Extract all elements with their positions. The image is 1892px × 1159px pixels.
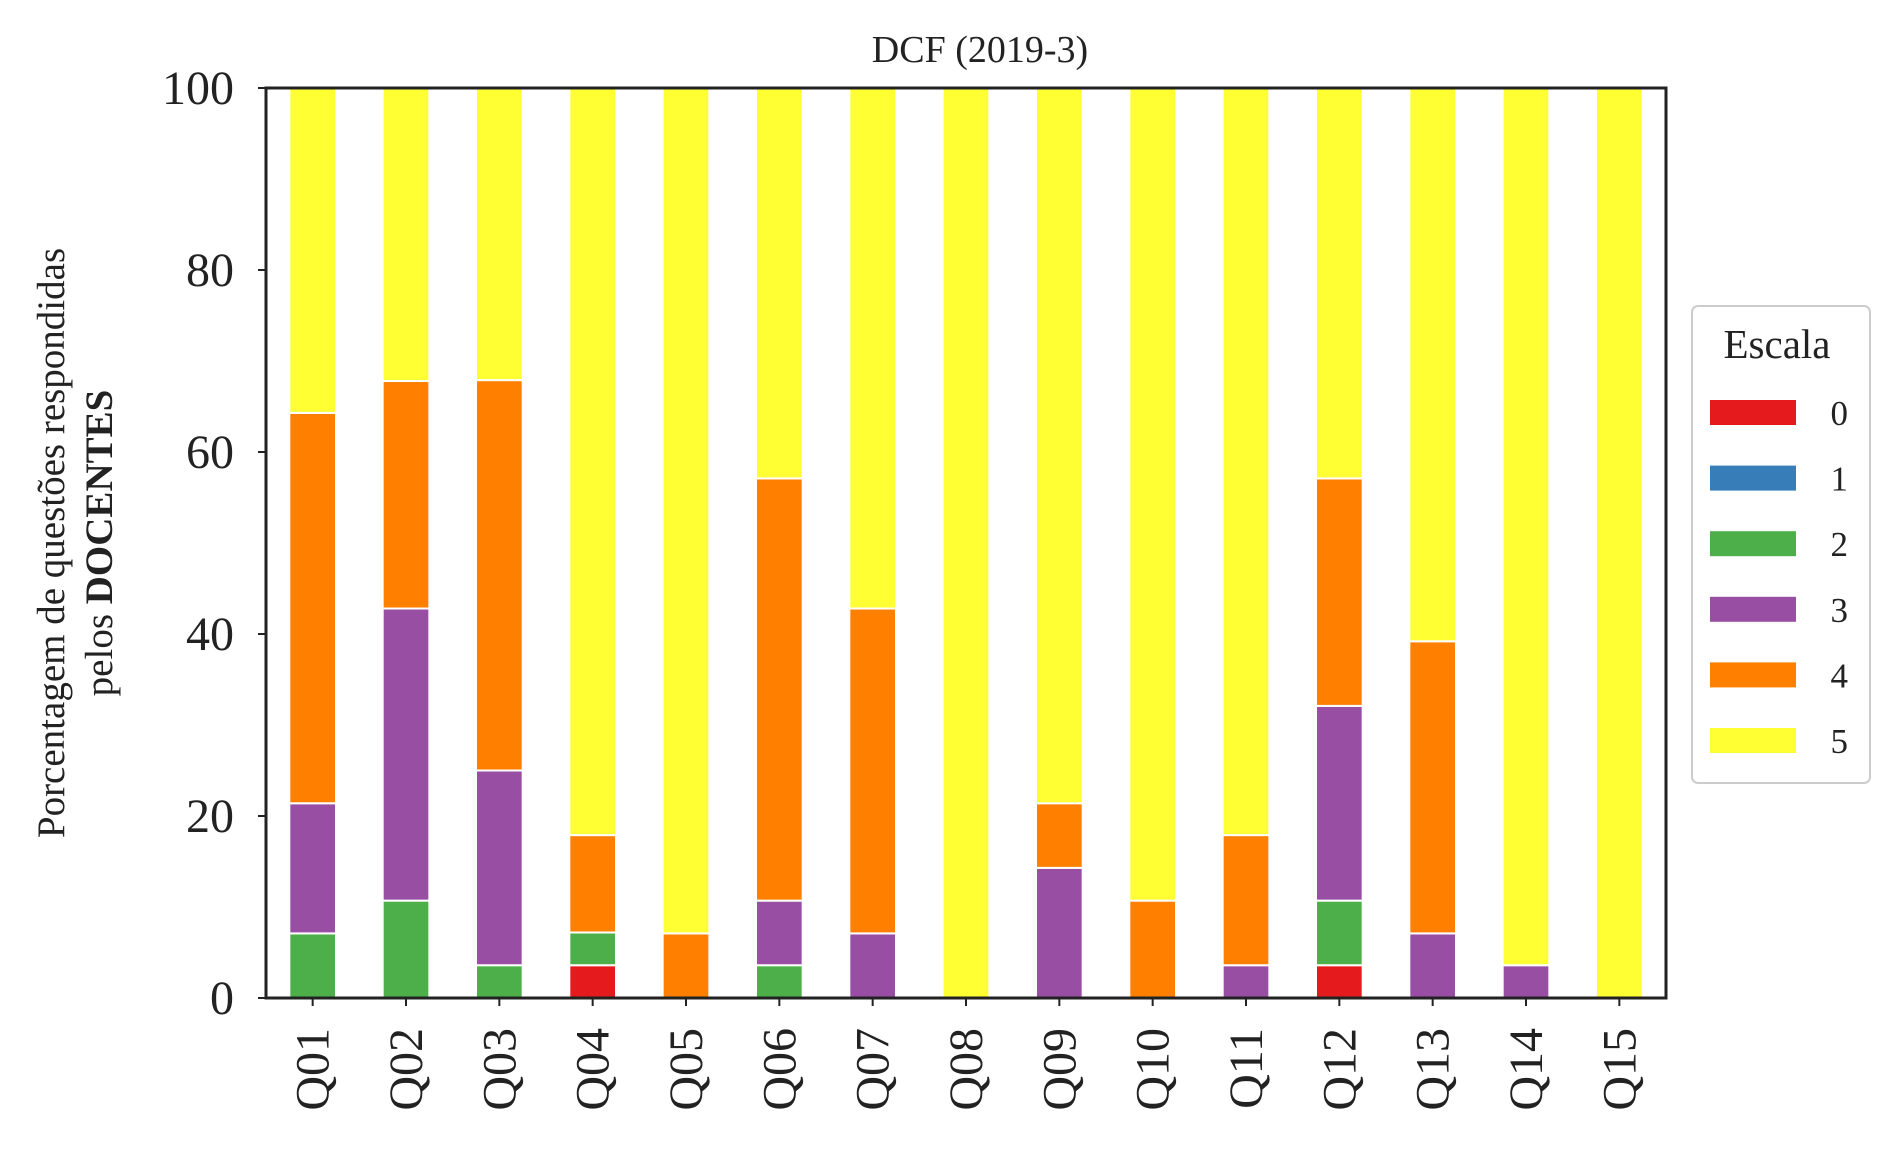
legend-items: 0 1 2 3 4 5 — [1710, 394, 1848, 761]
bar-Q15-scale-5 — [1595, 87, 1644, 999]
bar-Q06-scale-3 — [755, 899, 804, 967]
bar-Q11-scale-3 — [1221, 964, 1271, 999]
y-tick-label-80: 80 — [186, 244, 234, 297]
bar-Q11-scale-5 — [1221, 87, 1271, 837]
legend-swatch-4 — [1710, 662, 1796, 688]
bar-Q12-scale-0 — [1315, 964, 1364, 999]
bar-Q07-scale-4 — [848, 607, 898, 935]
x-tick-label-Q13: Q13 — [1407, 1028, 1460, 1111]
x-tick-label-Q15: Q15 — [1593, 1028, 1646, 1111]
bar-Q05-scale-5 — [661, 87, 711, 935]
bar-Q03-scale-4 — [475, 379, 524, 772]
bar-Q13-scale-3 — [1408, 932, 1457, 1000]
bar-Q12-scale-2 — [1315, 899, 1364, 967]
x-tick-label-Q12: Q12 — [1313, 1028, 1366, 1111]
bar-Q05-scale-4 — [661, 932, 711, 1000]
bar-Q07-scale-5 — [848, 87, 898, 610]
legend-label-0: 0 — [1831, 394, 1849, 433]
bar-Q08-scale-5 — [941, 87, 991, 999]
x-tick-label-Q08: Q08 — [940, 1028, 993, 1111]
bar-Q03-scale-2 — [475, 964, 524, 999]
legend-label-5: 5 — [1831, 722, 1849, 761]
legend-label-2: 2 — [1831, 525, 1849, 564]
legend-label-3: 3 — [1831, 591, 1849, 630]
legend-swatch-2 — [1710, 531, 1796, 557]
x-tick-label-Q06: Q06 — [753, 1028, 806, 1111]
y-tick-label-60: 60 — [186, 426, 234, 479]
legend-swatch-1 — [1710, 465, 1796, 491]
bar-Q04-scale-0 — [568, 964, 618, 999]
bar-Q12-scale-5 — [1315, 87, 1364, 480]
bar-Q10-scale-5 — [1128, 87, 1177, 902]
bar-Q09-scale-5 — [1035, 87, 1084, 805]
bar-Q07-scale-3 — [848, 932, 898, 1000]
bar-Q06-scale-2 — [755, 964, 804, 999]
y-tick-label-40: 40 — [186, 608, 234, 661]
bar-Q01-scale-4 — [288, 411, 337, 805]
legend-swatch-3 — [1710, 596, 1796, 622]
bar-Q01-scale-3 — [288, 802, 337, 935]
bar-Q06-scale-5 — [755, 87, 804, 480]
bar-Q02-scale-2 — [381, 899, 431, 1000]
bar-Q03-scale-5 — [475, 87, 524, 382]
y-axis-label-bold: DOCENTES — [78, 390, 121, 605]
y-tick-label-20: 20 — [186, 790, 234, 843]
bar-Q03-scale-3 — [475, 769, 524, 967]
bar-Q13-scale-4 — [1408, 640, 1457, 935]
bar-Q01-scale-2 — [288, 932, 337, 1000]
bar-Q10-scale-4 — [1128, 899, 1177, 1000]
y-tick-label-0: 0 — [210, 972, 234, 1025]
bar-Q14-scale-3 — [1501, 964, 1551, 999]
x-axis-ticks: Q01 Q02 Q03 Q04 Q05 Q06 Q07 Q08 Q09 Q10 Q11 Q12 Q13 Q… — [287, 998, 1646, 1111]
chart-title: DCF (2019-3) — [872, 29, 1088, 71]
bar-Q13-scale-5 — [1408, 87, 1457, 643]
y-axis-ticks: 0 20 40 60 80 100 — [162, 62, 266, 1025]
x-tick-label-Q14: Q14 — [1500, 1028, 1553, 1111]
bar-Q12-scale-3 — [1315, 704, 1364, 902]
bar-Q04-scale-5 — [568, 87, 618, 837]
y-tick-label-100: 100 — [162, 62, 234, 115]
bar-Q02-scale-4 — [381, 380, 431, 610]
x-tick-label-Q07: Q07 — [847, 1028, 900, 1111]
y-axis-label-prefix: pelos — [78, 604, 121, 696]
bars-layer — [288, 87, 1644, 1000]
x-tick-label-Q04: Q04 — [567, 1028, 620, 1111]
bar-Q02-scale-3 — [381, 607, 431, 902]
legend: Escala 0 1 2 3 4 5 — [1691, 305, 1871, 784]
bar-Q14-scale-5 — [1501, 87, 1551, 967]
legend-label-4: 4 — [1831, 656, 1849, 695]
bar-Q04-scale-4 — [568, 834, 618, 934]
legend-title: Escala — [1724, 321, 1831, 367]
bar-Q09-scale-4 — [1035, 802, 1084, 869]
y-axis-label-line1: Porcentagem de questões respondidas — [30, 248, 73, 838]
bar-Q02-scale-5 — [381, 87, 431, 383]
legend-swatch-0 — [1710, 400, 1796, 425]
y-axis-label-line2: pelos DOCENTES — [78, 390, 121, 697]
x-tick-label-Q03: Q03 — [473, 1028, 526, 1111]
bar-Q09-scale-3 — [1035, 866, 1084, 999]
x-tick-label-Q01: Q01 — [287, 1028, 340, 1111]
bar-Q04-scale-2 — [568, 931, 618, 967]
legend-swatch-5 — [1710, 728, 1796, 753]
bar-Q11-scale-4 — [1221, 834, 1271, 967]
legend-label-1: 1 — [1831, 460, 1849, 499]
x-tick-label-Q02: Q02 — [380, 1028, 433, 1111]
x-tick-label-Q09: Q09 — [1033, 1028, 1086, 1111]
bar-Q01-scale-5 — [288, 87, 337, 414]
x-tick-label-Q10: Q10 — [1127, 1028, 1180, 1111]
x-tick-label-Q11: Q11 — [1220, 1028, 1273, 1109]
x-tick-label-Q05: Q05 — [660, 1028, 713, 1111]
bar-Q06-scale-4 — [755, 477, 804, 902]
bar-Q12-scale-4 — [1315, 477, 1364, 707]
